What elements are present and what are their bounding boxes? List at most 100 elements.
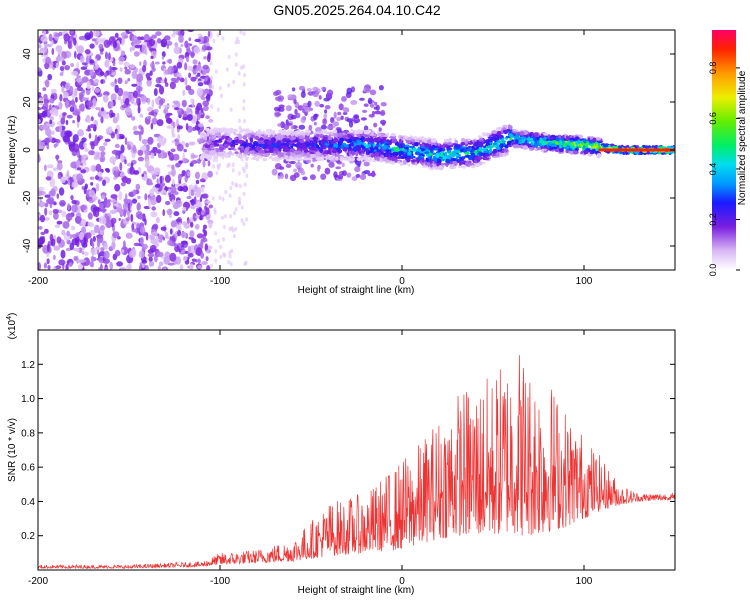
spectrogram-noise-cell <box>38 226 43 230</box>
spectrogram-noise-cell <box>191 238 197 244</box>
spectrogram-noise-cell <box>98 267 103 270</box>
spectrogram-ridge-cell <box>207 147 212 151</box>
spectrogram-noise-cell <box>224 189 228 195</box>
spectrogram-ridge-cell <box>205 150 210 155</box>
spectrogram-noise-cell <box>359 97 365 101</box>
spectrogram-ridge-cell <box>552 139 556 143</box>
spectrogram-noise-cell <box>333 171 338 178</box>
spectrogram-noise-cell <box>180 43 184 48</box>
spectrogram-noise-cell <box>184 40 189 49</box>
spectrogram-noise-cell <box>61 229 66 236</box>
spectrogram-ridge-cell <box>469 140 473 145</box>
spectrogram-noise-cell <box>320 173 327 180</box>
spectrogram-noise-cell <box>130 213 134 223</box>
spectrogram-ridge-cell <box>331 141 336 144</box>
spectrogram-noise-cell <box>155 61 160 65</box>
spectrogram-ridge-cell <box>587 137 591 141</box>
spectrogram-ridge-cell <box>360 154 365 157</box>
spectrogram-ridge-cell <box>315 157 321 161</box>
spectrogram-noise-cell <box>341 96 347 102</box>
spectrogram-ridge-cell <box>596 153 602 159</box>
spectrogram-ridge-cell <box>410 159 416 163</box>
spectrogram-ridge-cell <box>260 131 264 135</box>
spectrogram-ridge-cell <box>250 134 255 139</box>
spectrogram-noise-cell <box>243 73 247 78</box>
spectrogram-ridge-cell <box>200 139 204 143</box>
spectrogram-noise-cell <box>80 218 87 227</box>
spectrogram-noise-cell <box>55 154 59 162</box>
spectrogram-noise-cell <box>69 85 74 94</box>
spectrogram-noise-cell <box>147 116 152 120</box>
spectrogram-noise-cell <box>81 62 88 66</box>
spectrogram-ridge-cell <box>226 132 231 136</box>
spectrogram-noise-cell <box>194 215 201 219</box>
spectrogram-noise-cell <box>84 49 91 55</box>
spectrogram-ridge-cell <box>312 136 319 141</box>
spectrogram-ridge-cell <box>352 136 357 140</box>
spectrogram-ridge-cell <box>402 160 407 165</box>
y-tick-label: 1.0 <box>21 394 35 405</box>
spectrogram-noise-cell <box>61 60 66 66</box>
spectrogram-noise-cell <box>158 239 163 243</box>
spectrogram-ridge-cell <box>487 146 494 149</box>
spectrogram-noise-cell <box>109 199 117 203</box>
spectrogram-noise-cell <box>151 99 155 108</box>
spectrogram-noise-cell <box>65 213 73 221</box>
spectrogram-noise-cell <box>144 218 147 226</box>
spectrogram-noise-cell <box>38 113 46 118</box>
spectrogram-noise-cell <box>146 77 152 81</box>
spectrogram-ridge-cell <box>543 133 549 136</box>
spectrogram-ridge-cell <box>355 145 361 151</box>
spectrogram-ridge-cell <box>214 139 220 142</box>
spectrogram-noise-cell <box>103 141 108 147</box>
spectrogram-ridge-cell <box>363 143 367 147</box>
spectrogram-noise-cell <box>64 83 69 90</box>
spectrogram-noise-cell <box>103 114 110 119</box>
spectrogram-noise-cell <box>131 223 135 230</box>
spectrogram-ridge-cell <box>491 133 497 137</box>
spectrogram-noise-cell <box>140 126 144 135</box>
spectrogram-ridge-cell <box>397 155 402 159</box>
spectrogram-noise-cell <box>129 166 133 172</box>
spectrogram-ridge-cell <box>383 157 388 162</box>
spectrogram-noise-cell <box>59 72 64 76</box>
spectrogram-noise-cell <box>173 46 181 55</box>
spectrogram-noise-cell <box>174 243 178 248</box>
spectrogram-noise-cell <box>219 93 223 99</box>
spectrogram-noise-cell <box>103 72 108 77</box>
spectrogram-noise-cell <box>240 65 244 70</box>
spectrogram-noise-cell <box>141 173 144 177</box>
spectrogram-ridge-cell <box>251 153 257 156</box>
spectrogram-noise-cell <box>290 125 294 130</box>
spectrogram-noise-cell <box>71 199 77 205</box>
spectrogram-noise-cell <box>94 209 100 218</box>
spectrogram-noise-cell <box>90 116 94 122</box>
spectrogram-ridge-cell <box>323 137 328 140</box>
spectrogram-noise-cell <box>69 233 73 240</box>
spectrogram-noise-cell <box>45 128 52 136</box>
spectrogram-ridge-cell <box>450 153 456 158</box>
spectrogram-noise-cell <box>167 67 170 75</box>
spectrogram-noise-cell <box>223 214 227 219</box>
spectrogram-noise-cell <box>203 105 209 112</box>
spectrogram-noise-cell <box>154 254 158 263</box>
spectrogram-noise-cell <box>150 55 154 60</box>
spectrogram-noise-cell <box>84 183 89 190</box>
spectrogram-noise-cell <box>62 112 67 116</box>
spectrogram-ridge-cell <box>595 137 602 141</box>
spectrogram-noise-cell <box>136 73 144 83</box>
spectrogram-noise-cell <box>162 61 166 65</box>
spectrogram-noise-cell <box>277 123 282 127</box>
spectrogram-noise-cell <box>190 221 194 228</box>
spectrogram-noise-cell <box>207 160 211 167</box>
spectrogram-noise-cell <box>182 221 188 226</box>
spectrogram-noise-cell <box>209 61 213 66</box>
colorbar-tick-label: 0.4 <box>708 163 718 176</box>
spectrogram-noise-cell <box>308 124 313 131</box>
spectrogram-noise-cell <box>141 44 147 54</box>
spectrogram-ridge-cell <box>398 150 405 155</box>
spectrogram-noise-cell <box>120 171 125 177</box>
spectrogram-ridge-cell <box>457 165 463 168</box>
spectrogram-noise-cell <box>38 44 42 49</box>
spectrogram-noise-cell <box>72 110 80 116</box>
